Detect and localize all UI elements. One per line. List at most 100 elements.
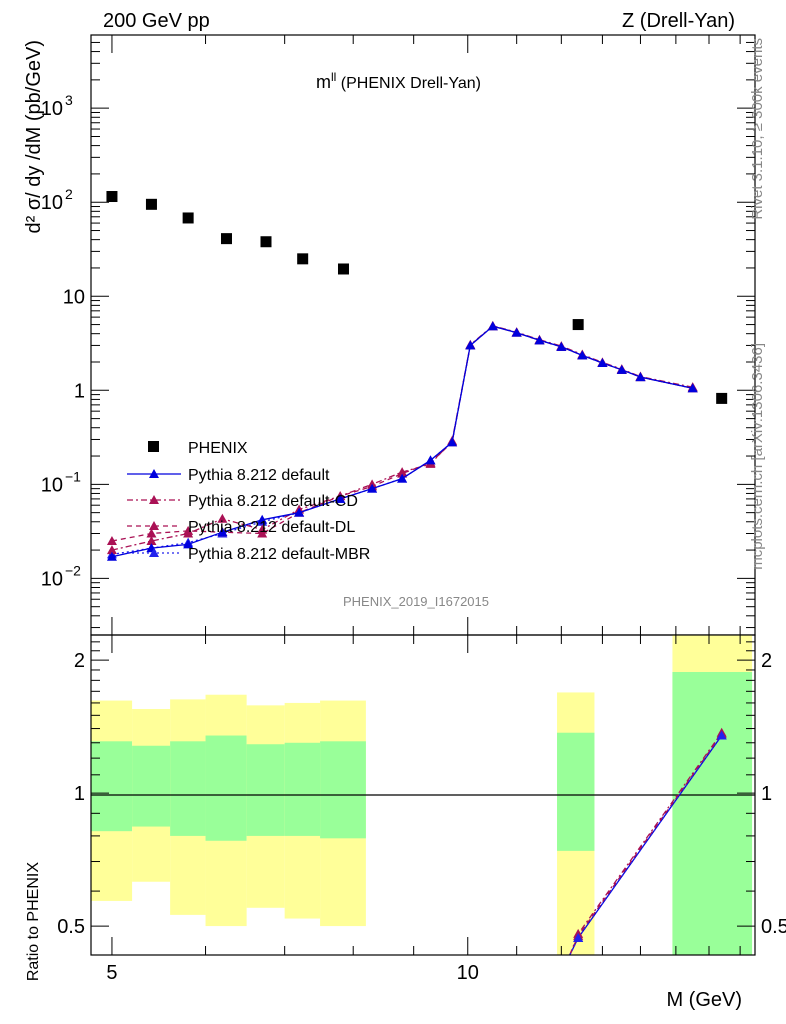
- plot-title-sup: ll: [331, 70, 336, 84]
- series-line-2: [111, 325, 693, 551]
- series-marker-1: [294, 507, 305, 517]
- ratio-band-green: [672, 672, 753, 955]
- series-marker-1: [447, 437, 458, 447]
- legend-marker-phenix: [148, 441, 159, 452]
- ratio-band-green: [246, 744, 285, 836]
- ratio-band-green: [170, 741, 206, 836]
- ratio-band-green: [91, 741, 133, 832]
- y-tick-label-base: 10: [41, 568, 63, 590]
- ratio-y-tick-label-left: 0.5: [57, 916, 85, 938]
- legend-label-2: Pythia 8.212 default-CD: [188, 493, 358, 510]
- series-marker-1: [635, 372, 646, 382]
- series-marker-2: [183, 528, 194, 538]
- phenix-point: [220, 233, 232, 245]
- phenix-point: [260, 236, 272, 248]
- ratio-band-green: [205, 735, 247, 841]
- phenix-point: [572, 319, 584, 331]
- series-marker-2: [217, 513, 228, 523]
- series-marker-1: [257, 514, 268, 524]
- legend-label-0: PHENIX: [188, 440, 248, 457]
- phenix-point: [716, 392, 728, 404]
- series-marker-3: [146, 528, 157, 538]
- header-right: Z (Drell-Yan): [622, 10, 735, 32]
- series-marker-1: [511, 327, 522, 337]
- ratio-series: [569, 727, 727, 956]
- series-marker-1: [397, 473, 408, 483]
- y-tick-label: 10: [63, 286, 85, 308]
- x-tick-label: 10: [457, 962, 479, 984]
- phenix-point: [106, 191, 118, 203]
- y-tick-label: 10: [41, 568, 63, 590]
- x-axis-label: M (GeV): [666, 989, 742, 1011]
- series-marker-1: [687, 383, 698, 393]
- series-marker-2: [397, 467, 408, 477]
- phenix-point: [182, 212, 194, 224]
- ratio-band-green: [557, 732, 595, 851]
- series-marker-1: [534, 335, 545, 345]
- analysis-id: PHENIX_2019_I1672015: [343, 594, 489, 609]
- side-note-rivet: Rivet 3.1.10, ≥ 300k events: [749, 38, 766, 220]
- header-left: 200 GeV pp: [103, 10, 210, 32]
- series-marker-1: [487, 321, 498, 331]
- y-tick-label-base: 10: [41, 192, 63, 214]
- plot-title-main: m: [316, 72, 331, 92]
- ratio-band-green: [320, 741, 366, 839]
- main-series: [106, 191, 728, 561]
- ratio-line-3: [569, 735, 723, 956]
- legend-marker-4: [149, 548, 159, 557]
- y-axis-label-top: d² σ/ dy /dM (pb/GeV): [23, 40, 45, 234]
- legend-marker-2: [149, 495, 159, 504]
- ratio-y-tick-label-right: 2: [761, 650, 772, 672]
- legend-label-4: Pythia 8.212 default-MBR: [188, 546, 370, 563]
- ratio-panel: 0.5 0.5 1 1 2 2 5 10: [57, 634, 786, 984]
- series-line-4: [111, 325, 693, 556]
- y-tick-label: 10: [41, 474, 63, 496]
- y-tick-label-exponent: −2: [65, 562, 81, 578]
- series-marker-1: [465, 340, 476, 350]
- y-tick-label-exponent: 2: [65, 186, 73, 202]
- series-marker-1: [425, 455, 436, 465]
- ratio-ticks: 0.5 0.5 1 1 2 2 5 10: [57, 635, 786, 984]
- y-tick-label-exponent: −1: [65, 468, 81, 484]
- ratio-frame: [90, 634, 756, 956]
- phenix-point: [337, 263, 349, 275]
- series-marker-1: [556, 341, 567, 351]
- ratio-y-tick-label-left: 1: [74, 783, 85, 805]
- y-tick-label-base: 10: [41, 98, 63, 120]
- ratio-marker-3: [573, 932, 584, 942]
- y-tick-label: 10: [41, 98, 63, 120]
- series-marker-1: [183, 539, 194, 549]
- legend-label-1: Pythia 8.212 default: [188, 467, 330, 484]
- series-marker-1: [217, 527, 228, 537]
- ratio-y-tick-label-right: 0.5: [761, 916, 786, 938]
- side-note-mcplots: mcplots.cern.ch [arXiv:1306.3436]: [749, 343, 766, 570]
- y-tick-label-base: 10: [41, 474, 63, 496]
- y-tick-label: 10: [41, 192, 63, 214]
- ratio-band-green: [132, 745, 171, 827]
- legend-label-3: Pythia 8.212 default-DL: [188, 519, 355, 536]
- y-tick-label-exponent: 3: [65, 92, 73, 108]
- series-marker-1: [335, 493, 346, 503]
- phenix-point: [297, 253, 309, 265]
- legend: PHENIX Pythia 8.212 default Pythia 8.212 d…: [127, 440, 370, 563]
- legend-marker-1: [149, 469, 159, 478]
- series-marker-1: [597, 358, 608, 368]
- y-axis-label-bottom: Ratio to PHENIX: [25, 862, 42, 981]
- ratio-band-green: [284, 742, 321, 836]
- legend-marker-3: [149, 521, 159, 530]
- series-marker-3: [106, 535, 117, 545]
- ratio-y-tick-label-left: 2: [74, 650, 85, 672]
- series-marker-2: [106, 545, 117, 555]
- ratio-y-tick-label-right: 1: [761, 783, 772, 805]
- y-tick-label: 1: [74, 380, 85, 402]
- ratio-marker-3: [716, 730, 727, 740]
- series-marker-1: [616, 364, 627, 374]
- plot-title-rest: (PHENIX Drell-Yan): [336, 75, 481, 92]
- series-marker-1: [106, 551, 117, 561]
- series-marker-2: [146, 535, 157, 545]
- x-tick-label: 5: [106, 962, 117, 984]
- series-marker-1: [367, 483, 378, 493]
